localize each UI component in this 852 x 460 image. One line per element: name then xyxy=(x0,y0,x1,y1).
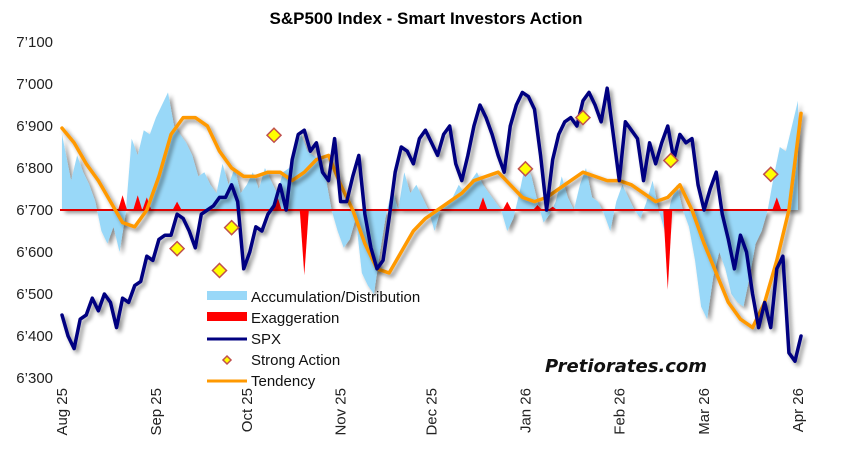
strong-action-marker xyxy=(574,109,592,126)
y-tick-label: 6’700 xyxy=(16,202,53,219)
legend-item-ad: Accumulation/Distribution xyxy=(207,289,420,306)
chart-title: S&P500 Index - Smart Investors Action xyxy=(269,9,582,28)
strong-action-marker xyxy=(223,219,240,236)
legend-item-strong: Strong Action xyxy=(221,352,340,369)
watermark: Pretiorates.com xyxy=(545,356,707,377)
y-tick-label: 7’100 xyxy=(16,34,53,51)
x-tick-label: Feb 26 xyxy=(611,388,628,435)
x-tick-label: Dec 25 xyxy=(424,388,441,436)
strong-action-series xyxy=(169,109,779,279)
spx-line xyxy=(60,86,803,363)
y-tick-label: 6’500 xyxy=(16,286,53,303)
legend-swatch xyxy=(207,312,247,321)
x-tick-label: Apr 26 xyxy=(790,388,807,432)
legend-label: Accumulation/Distribution xyxy=(251,289,420,306)
y-axis: 7’100 7’000 6’900 6’800 6’700 6’600 6’500 6’400… xyxy=(16,34,53,387)
legend-label: Exaggeration xyxy=(251,310,339,327)
x-tick-label: Jan 26 xyxy=(517,388,534,433)
exaggeration-spike xyxy=(299,210,309,276)
legend-item-spx: SPX xyxy=(207,331,281,348)
x-tick-label: Sep 25 xyxy=(148,388,165,436)
legend-swatch xyxy=(221,354,233,366)
spx-series xyxy=(60,86,803,363)
exaggeration-spike xyxy=(478,197,488,210)
exaggeration-spike xyxy=(133,195,143,210)
strong-action-marker xyxy=(517,160,534,177)
strong-action-marker xyxy=(169,240,186,257)
exaggeration-spike xyxy=(663,210,673,290)
y-tick-label: 6’900 xyxy=(16,118,53,135)
strong-action-marker xyxy=(211,262,228,279)
tendency-line xyxy=(60,111,803,330)
legend-label: SPX xyxy=(251,331,281,348)
x-tick-label: Mar 26 xyxy=(696,388,713,435)
y-tick-label: 6’800 xyxy=(16,160,53,177)
exaggeration-spike xyxy=(772,197,782,210)
legend-swatch xyxy=(207,291,247,300)
legend-item-exag: Exaggeration xyxy=(207,310,339,327)
plot-area xyxy=(60,50,803,363)
strong-action-marker xyxy=(762,166,779,183)
tendency-series xyxy=(60,111,803,330)
exaggeration-spike xyxy=(118,195,128,210)
y-tick-label: 6’400 xyxy=(16,328,53,345)
ad-area xyxy=(62,50,798,320)
legend-label: Tendency xyxy=(251,373,316,390)
x-tick-label: Aug 25 xyxy=(54,388,71,436)
accumulation-distribution-series xyxy=(62,50,798,320)
exaggeration-spike xyxy=(502,201,512,210)
legend-item-tend: Tendency xyxy=(207,373,316,390)
legend: Accumulation/Distribution Exaggeration SPX… xyxy=(207,289,420,390)
exaggeration-spike xyxy=(172,201,182,210)
y-tick-label: 6’600 xyxy=(16,244,53,261)
y-tick-label: 6’300 xyxy=(16,370,53,387)
strong-action-marker xyxy=(662,152,679,169)
x-tick-label: Nov 25 xyxy=(333,388,350,436)
x-axis: Aug 25 Sep 25 Oct 25 Nov 25 Dec 25 Jan 26 Feb … xyxy=(54,388,807,436)
strong-action-marker xyxy=(265,127,283,144)
x-tick-label: Oct 25 xyxy=(239,388,256,432)
legend-label: Strong Action xyxy=(251,352,340,369)
y-tick-label: 7’000 xyxy=(16,76,53,93)
exaggeration-spike xyxy=(533,204,543,210)
